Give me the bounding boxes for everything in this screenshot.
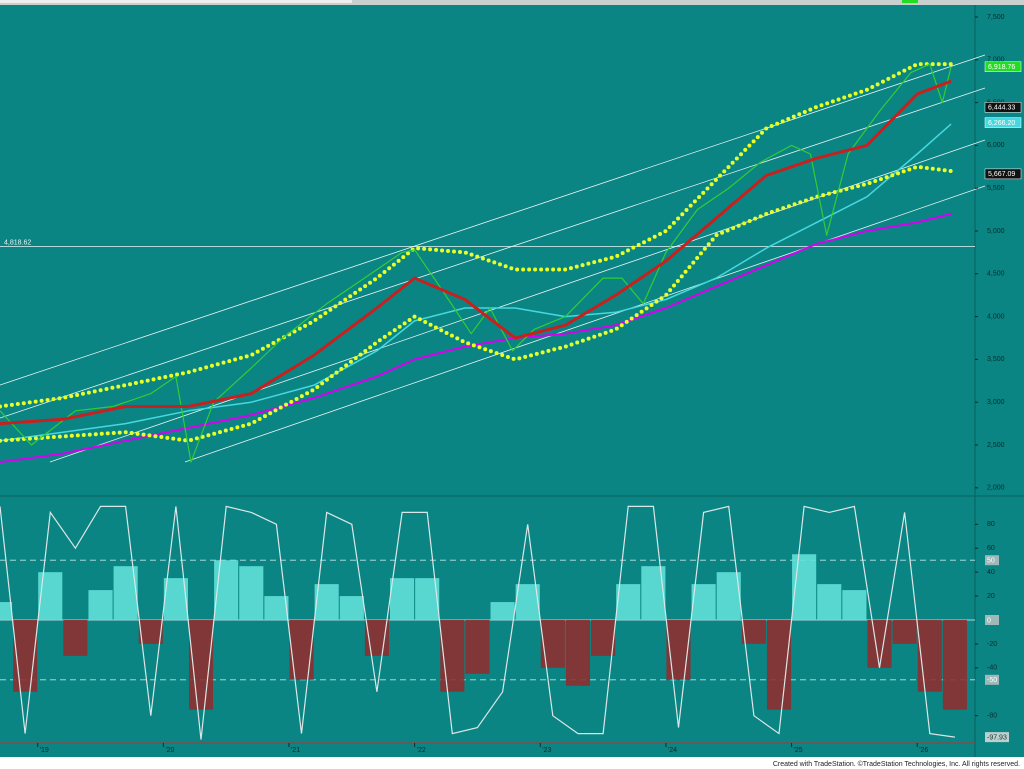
y-tick-label: 3,000 [987,399,1005,406]
price-label-box [984,102,1022,113]
x-tick-label: '20 [165,747,174,754]
histogram-bar [817,584,842,620]
y-tick-label: -80 [987,713,997,720]
y-tick-label: 2,500 [987,442,1005,449]
x-tick-label: '19 [40,747,49,754]
price-label: 6,918.76 [988,64,1015,71]
footer: Created with TradeStation. ©TradeStation… [773,760,1020,768]
histogram-bar [88,590,113,620]
histogram-bar [842,590,867,620]
histogram-bar [465,620,490,674]
price-panel: 2,000 2,500 3,000 3,500 4,000 4,500 5,000 5,500… [0,14,1022,492]
histogram-bar [641,566,666,620]
histogram-bar [591,620,616,656]
histogram-bar [314,584,339,620]
current-value-label: -97.93 [987,734,1007,741]
y-tick-label: -40 [987,665,997,672]
histogram-bar [766,620,792,710]
y-tick-label: 7,500 [987,14,1005,21]
histogram-bar [691,584,716,620]
channel-line [184,185,986,463]
top-strip [0,0,1024,5]
price-label-box [984,168,1022,180]
x-tick-label: '23 [542,747,551,754]
histogram-bar [917,620,942,692]
y-tick-label: 60 [987,545,995,552]
y-tick-label: 6,000 [987,142,1005,149]
histogram-bar [565,620,591,686]
y-tick-label: 4,000 [987,313,1005,320]
y-tick-label: 5,500 [987,185,1005,192]
histogram-bar [666,620,691,680]
y-tick-label: 40 [987,569,995,576]
reference-label: 4,818.62 [4,239,31,246]
current-value-box [985,732,1009,743]
channel-line [0,54,986,386]
x-tick-label: '22 [417,747,426,754]
y-tick-label: 80 [987,521,995,528]
histogram-bar [264,596,289,620]
y-tick-label: 7,000 [987,57,1005,64]
histogram-bar [138,620,163,644]
price-line [0,63,952,463]
band-line [0,164,954,443]
histogram-bar [892,620,917,644]
histogram-bar [38,572,63,620]
price-label: 5,667.09 [988,171,1015,178]
price-label: 6,444.33 [988,105,1015,112]
price-label-box [984,117,1022,128]
level-box [985,674,999,685]
y-tick-label: -20 [987,641,997,648]
histogram-bar [490,602,515,620]
level-label: -50 [987,677,997,684]
price-label: 6,266.20 [988,120,1015,127]
x-tick-label: '25 [794,747,803,754]
histogram-bar [239,566,264,620]
histogram-bar [942,620,967,710]
top-strip-tab [0,0,352,3]
histogram-bar [716,572,741,620]
top-strip-indicator [902,0,918,3]
histogram-bar [540,620,565,668]
channel-line [0,87,986,419]
oscillator-panel: 80 60 40 20 -20 -40 -80 50 0 -50 -97.93 '19 '20 '21 '2… [0,505,1009,754]
level-label: 0 [987,617,991,624]
histogram-bar [867,620,892,668]
histogram-bar [389,578,415,620]
histogram-bar [440,620,465,692]
level-box [985,615,999,625]
y-tick-label: 20 [987,593,995,600]
band-line [0,62,954,409]
histogram-bar [792,554,817,620]
y-tick-label: 2,000 [987,485,1005,492]
price-line [0,123,952,442]
histogram-bar [63,620,88,656]
price-line [0,79,952,426]
price-label-box [984,61,1022,72]
oscillator-line [0,505,955,740]
histogram-bar [339,596,364,620]
level-label: 50 [987,558,995,565]
histogram-bar [214,560,239,620]
histogram-bar [741,620,766,644]
histogram-bar [616,584,641,620]
histogram-bar [289,620,314,680]
histogram-bar [0,602,13,620]
x-tick-label: '21 [291,747,300,754]
x-tick-label: '24 [668,747,677,754]
y-tick-label: 3,500 [987,356,1005,363]
level-box [985,555,999,566]
y-tick-label: 5,000 [987,228,1005,235]
x-tick-label: '26 [919,747,928,754]
y-tick-label: 4,500 [987,271,1005,278]
